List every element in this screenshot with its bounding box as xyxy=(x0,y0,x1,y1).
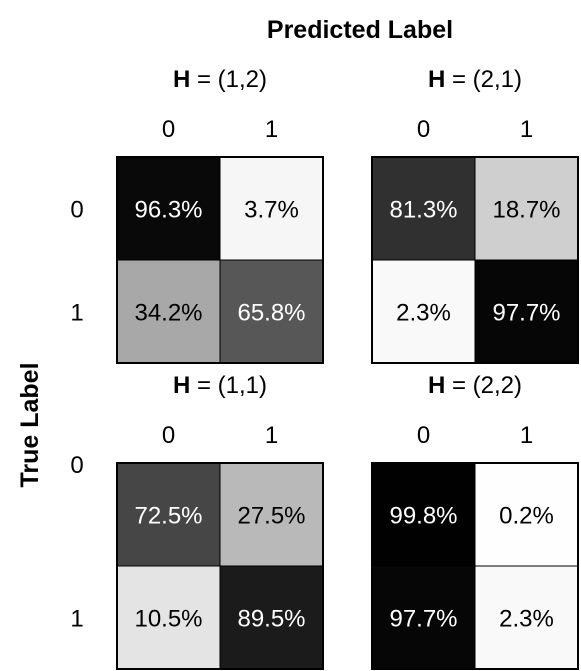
row-tick-label: 0 xyxy=(70,197,83,224)
row-tick-label: 1 xyxy=(70,300,83,327)
y-axis-label: True Label xyxy=(16,362,44,487)
cell-value-label: 65.8% xyxy=(237,300,305,327)
heatmap-cell xyxy=(116,156,221,261)
matrix-border xyxy=(116,156,324,364)
col-tick-label: 0 xyxy=(417,422,430,449)
matrix-border xyxy=(116,462,324,670)
matrix-border xyxy=(371,462,579,670)
panel-label: H = (1,1) xyxy=(173,372,267,399)
confusion-matrix-panel: H = (2,2) 0 1 99.8% 0.2% 97.7% 2.3% xyxy=(371,372,579,670)
cell-value-label: 27.5% xyxy=(237,503,305,530)
col-tick-label: 0 xyxy=(162,116,175,143)
heatmap-cell xyxy=(474,156,579,261)
col-tick-label: 1 xyxy=(520,422,533,449)
cell-value-label: 97.7% xyxy=(389,606,457,633)
panel-label-prefix: H xyxy=(428,372,445,399)
panel-label-value: = (2,1) xyxy=(445,66,522,93)
cell-value-label: 0.2% xyxy=(499,503,554,530)
row-tick-label: 0 xyxy=(70,452,83,479)
cell-value-label: 72.5% xyxy=(134,503,202,530)
matrix-border xyxy=(371,156,579,364)
heatmap-cell xyxy=(116,462,221,567)
confusion-matrix-panel: H = (2,1) 0 1 81.3% 18.7% 2.3% 97.7% xyxy=(371,66,579,364)
cell-value-label: 81.3% xyxy=(389,197,457,224)
panel-label: H = (2,2) xyxy=(428,372,522,399)
cell-value-label: 34.2% xyxy=(134,300,202,327)
panel-label-value: = (2,2) xyxy=(445,372,522,399)
confusion-matrix-panel: H = (1,1) 0 1 0 1 72.5% 27.5% 10.5% 89.5% xyxy=(70,372,324,670)
panel-label: H = (2,1) xyxy=(428,66,522,93)
cell-value-label: 97.7% xyxy=(492,300,560,327)
col-tick-label: 1 xyxy=(265,116,278,143)
col-tick-label: 1 xyxy=(265,422,278,449)
heatmap-cell xyxy=(474,462,579,567)
cell-value-label: 3.7% xyxy=(244,197,299,224)
heatmap-cell xyxy=(474,565,579,670)
row-tick-label: 1 xyxy=(70,606,83,633)
col-tick-label: 1 xyxy=(520,116,533,143)
panel-label-value: = (1,1) xyxy=(190,372,267,399)
heatmap-cell xyxy=(116,565,221,670)
panel-label-prefix: H xyxy=(173,66,190,93)
cell-value-label: 99.8% xyxy=(389,503,457,530)
heatmap-cell xyxy=(219,259,324,364)
heatmap-cell xyxy=(219,156,324,261)
cell-value-label: 96.3% xyxy=(134,197,202,224)
cell-value-label: 2.3% xyxy=(499,606,554,633)
heatmap-cell xyxy=(474,259,579,364)
heatmap-cell xyxy=(219,462,324,567)
confusion-matrix-panel: H = (1,2) 0 1 0 1 96.3% 3.7% 34.2% 65.8% xyxy=(70,66,324,364)
panel-label-prefix: H xyxy=(428,66,445,93)
panel-label-value: = (1,2) xyxy=(190,66,267,93)
cell-value-label: 2.3% xyxy=(396,300,451,327)
col-tick-label: 0 xyxy=(162,422,175,449)
panel-label-prefix: H xyxy=(173,372,190,399)
cell-value-label: 18.7% xyxy=(492,197,560,224)
figure-title: Predicted Label xyxy=(267,16,453,44)
cell-value-label: 10.5% xyxy=(134,606,202,633)
heatmap-cell xyxy=(219,565,324,670)
col-tick-label: 0 xyxy=(417,116,430,143)
heatmap-cell xyxy=(116,259,221,364)
panel-label: H = (1,2) xyxy=(173,66,267,93)
cell-value-label: 89.5% xyxy=(237,606,305,633)
